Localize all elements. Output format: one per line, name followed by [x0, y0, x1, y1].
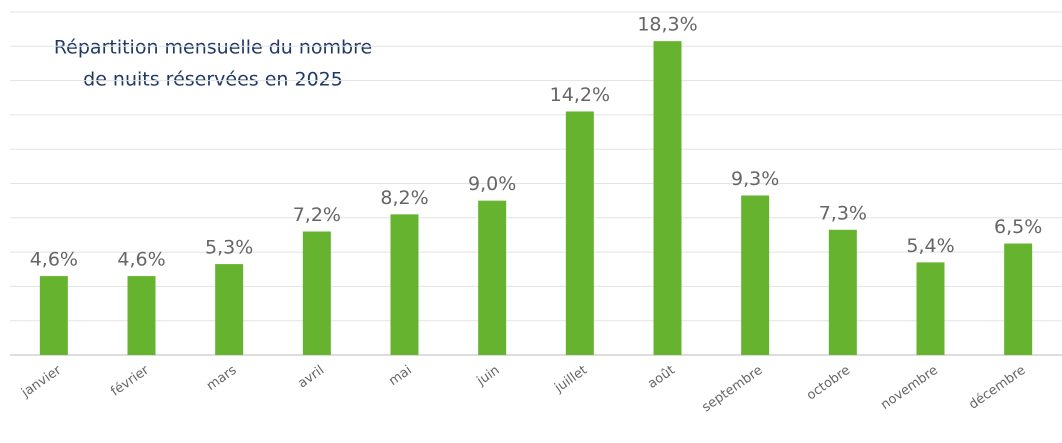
bar — [1004, 243, 1033, 355]
x-tick-label: octobre — [804, 363, 853, 404]
x-tick-label: mars — [204, 363, 240, 394]
x-tick-label: février — [108, 362, 152, 399]
x-tick-label: mai — [386, 363, 414, 389]
x-tick-label: novembre — [878, 363, 941, 413]
x-tick-label: juillet — [551, 363, 590, 396]
value-label: 9,3% — [731, 168, 779, 190]
x-tick-label: décembre — [966, 363, 1028, 413]
bar — [39, 276, 68, 355]
value-label: 8,2% — [380, 187, 428, 209]
chart-title: de nuits réservées en 2025 — [83, 69, 343, 91]
value-label: 9,0% — [468, 173, 516, 195]
bar — [302, 231, 331, 355]
x-tick-label: septembre — [699, 363, 765, 415]
value-label: 6,5% — [994, 216, 1042, 238]
value-label: 5,3% — [205, 237, 253, 259]
x-tick-label: avril — [295, 363, 327, 391]
x-tick-label: août — [645, 363, 678, 392]
value-label: 7,2% — [293, 204, 341, 226]
value-label: 4,6% — [117, 249, 165, 271]
x-tick-label: janvier — [18, 362, 64, 401]
bar — [916, 262, 945, 355]
value-label: 7,3% — [819, 202, 867, 224]
value-label: 14,2% — [550, 84, 610, 106]
bar — [828, 229, 857, 355]
value-label: 4,6% — [30, 249, 78, 271]
bar — [741, 195, 770, 355]
value-label: 5,4% — [906, 235, 954, 257]
value-label: 18,3% — [637, 14, 697, 36]
bar — [478, 200, 507, 355]
bar — [390, 214, 419, 355]
chart-title: Répartition mensuelle du nombre — [54, 37, 372, 59]
bar — [565, 111, 594, 355]
bar — [127, 276, 156, 355]
x-tick-label: juin — [474, 363, 503, 389]
bar — [653, 41, 682, 355]
bar — [215, 264, 244, 355]
